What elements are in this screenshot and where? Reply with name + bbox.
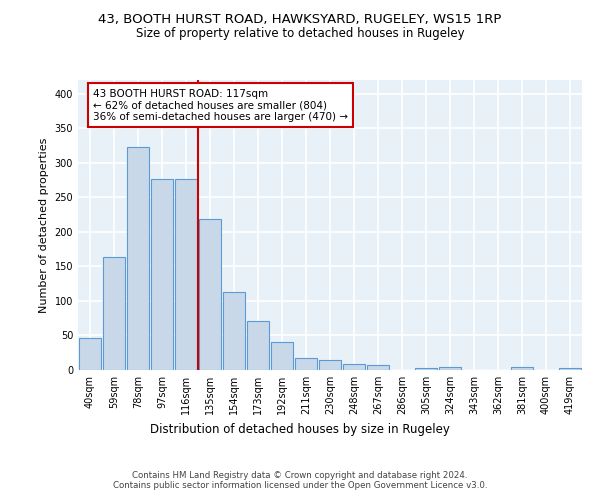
Bar [199, 219, 221, 370]
Text: Size of property relative to detached houses in Rugeley: Size of property relative to detached ho… [136, 28, 464, 40]
Bar [223, 292, 245, 370]
Text: Contains HM Land Registry data © Crown copyright and database right 2024.
Contai: Contains HM Land Registry data © Crown c… [113, 470, 487, 490]
Bar [127, 147, 149, 370]
Bar [511, 367, 533, 370]
Bar [271, 342, 293, 370]
Bar [103, 258, 125, 370]
Bar [319, 360, 341, 370]
Bar [247, 321, 269, 370]
Text: 43, BOOTH HURST ROAD, HAWKSYARD, RUGELEY, WS15 1RP: 43, BOOTH HURST ROAD, HAWKSYARD, RUGELEY… [98, 12, 502, 26]
Bar [367, 365, 389, 370]
Bar [151, 178, 173, 370]
Bar [439, 367, 461, 370]
Bar [79, 338, 101, 370]
Bar [415, 368, 437, 370]
Text: Distribution of detached houses by size in Rugeley: Distribution of detached houses by size … [150, 422, 450, 436]
Bar [175, 178, 197, 370]
Text: 43 BOOTH HURST ROAD: 117sqm
← 62% of detached houses are smaller (804)
36% of se: 43 BOOTH HURST ROAD: 117sqm ← 62% of det… [93, 88, 348, 122]
Bar [343, 364, 365, 370]
Bar [559, 368, 581, 370]
Bar [295, 358, 317, 370]
Y-axis label: Number of detached properties: Number of detached properties [39, 138, 49, 312]
